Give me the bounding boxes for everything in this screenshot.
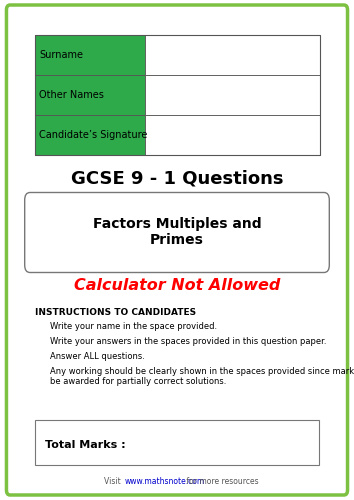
Text: Answer ALL questions.: Answer ALL questions.	[50, 352, 145, 361]
Text: Any working should be clearly shown in the spaces provided since marks may
be aw: Any working should be clearly shown in t…	[50, 367, 354, 386]
Bar	[35, 75, 145, 115]
Bar	[145, 35, 320, 75]
Bar	[35, 35, 145, 75]
Text: GCSE 9 - 1 Questions: GCSE 9 - 1 Questions	[71, 169, 283, 187]
Bar	[145, 75, 320, 115]
FancyBboxPatch shape	[25, 192, 329, 272]
Bar	[35, 420, 319, 465]
Text: Surname: Surname	[39, 50, 83, 60]
Bar	[35, 115, 145, 155]
FancyBboxPatch shape	[6, 5, 348, 495]
Text: Factors Multiples and
Primes: Factors Multiples and Primes	[93, 217, 261, 247]
Bar	[145, 115, 320, 155]
Text: INSTRUCTIONS TO CANDIDATES: INSTRUCTIONS TO CANDIDATES	[35, 308, 196, 317]
Text: Write your name in the space provided.: Write your name in the space provided.	[50, 322, 217, 331]
Text: Calculator Not Allowed: Calculator Not Allowed	[74, 278, 280, 292]
Text: Visit: Visit	[103, 478, 122, 486]
Text: Candidate’s Signature: Candidate’s Signature	[39, 130, 147, 140]
Bar	[35, 35, 320, 155]
Text: Other Names: Other Names	[39, 90, 104, 100]
Text: www.mathsnote.com: www.mathsnote.com	[125, 478, 205, 486]
Text: Total Marks :: Total Marks :	[45, 440, 126, 450]
Text: for more resources: for more resources	[184, 478, 259, 486]
Text: Write your answers in the spaces provided in this question paper.: Write your answers in the spaces provide…	[50, 337, 326, 346]
